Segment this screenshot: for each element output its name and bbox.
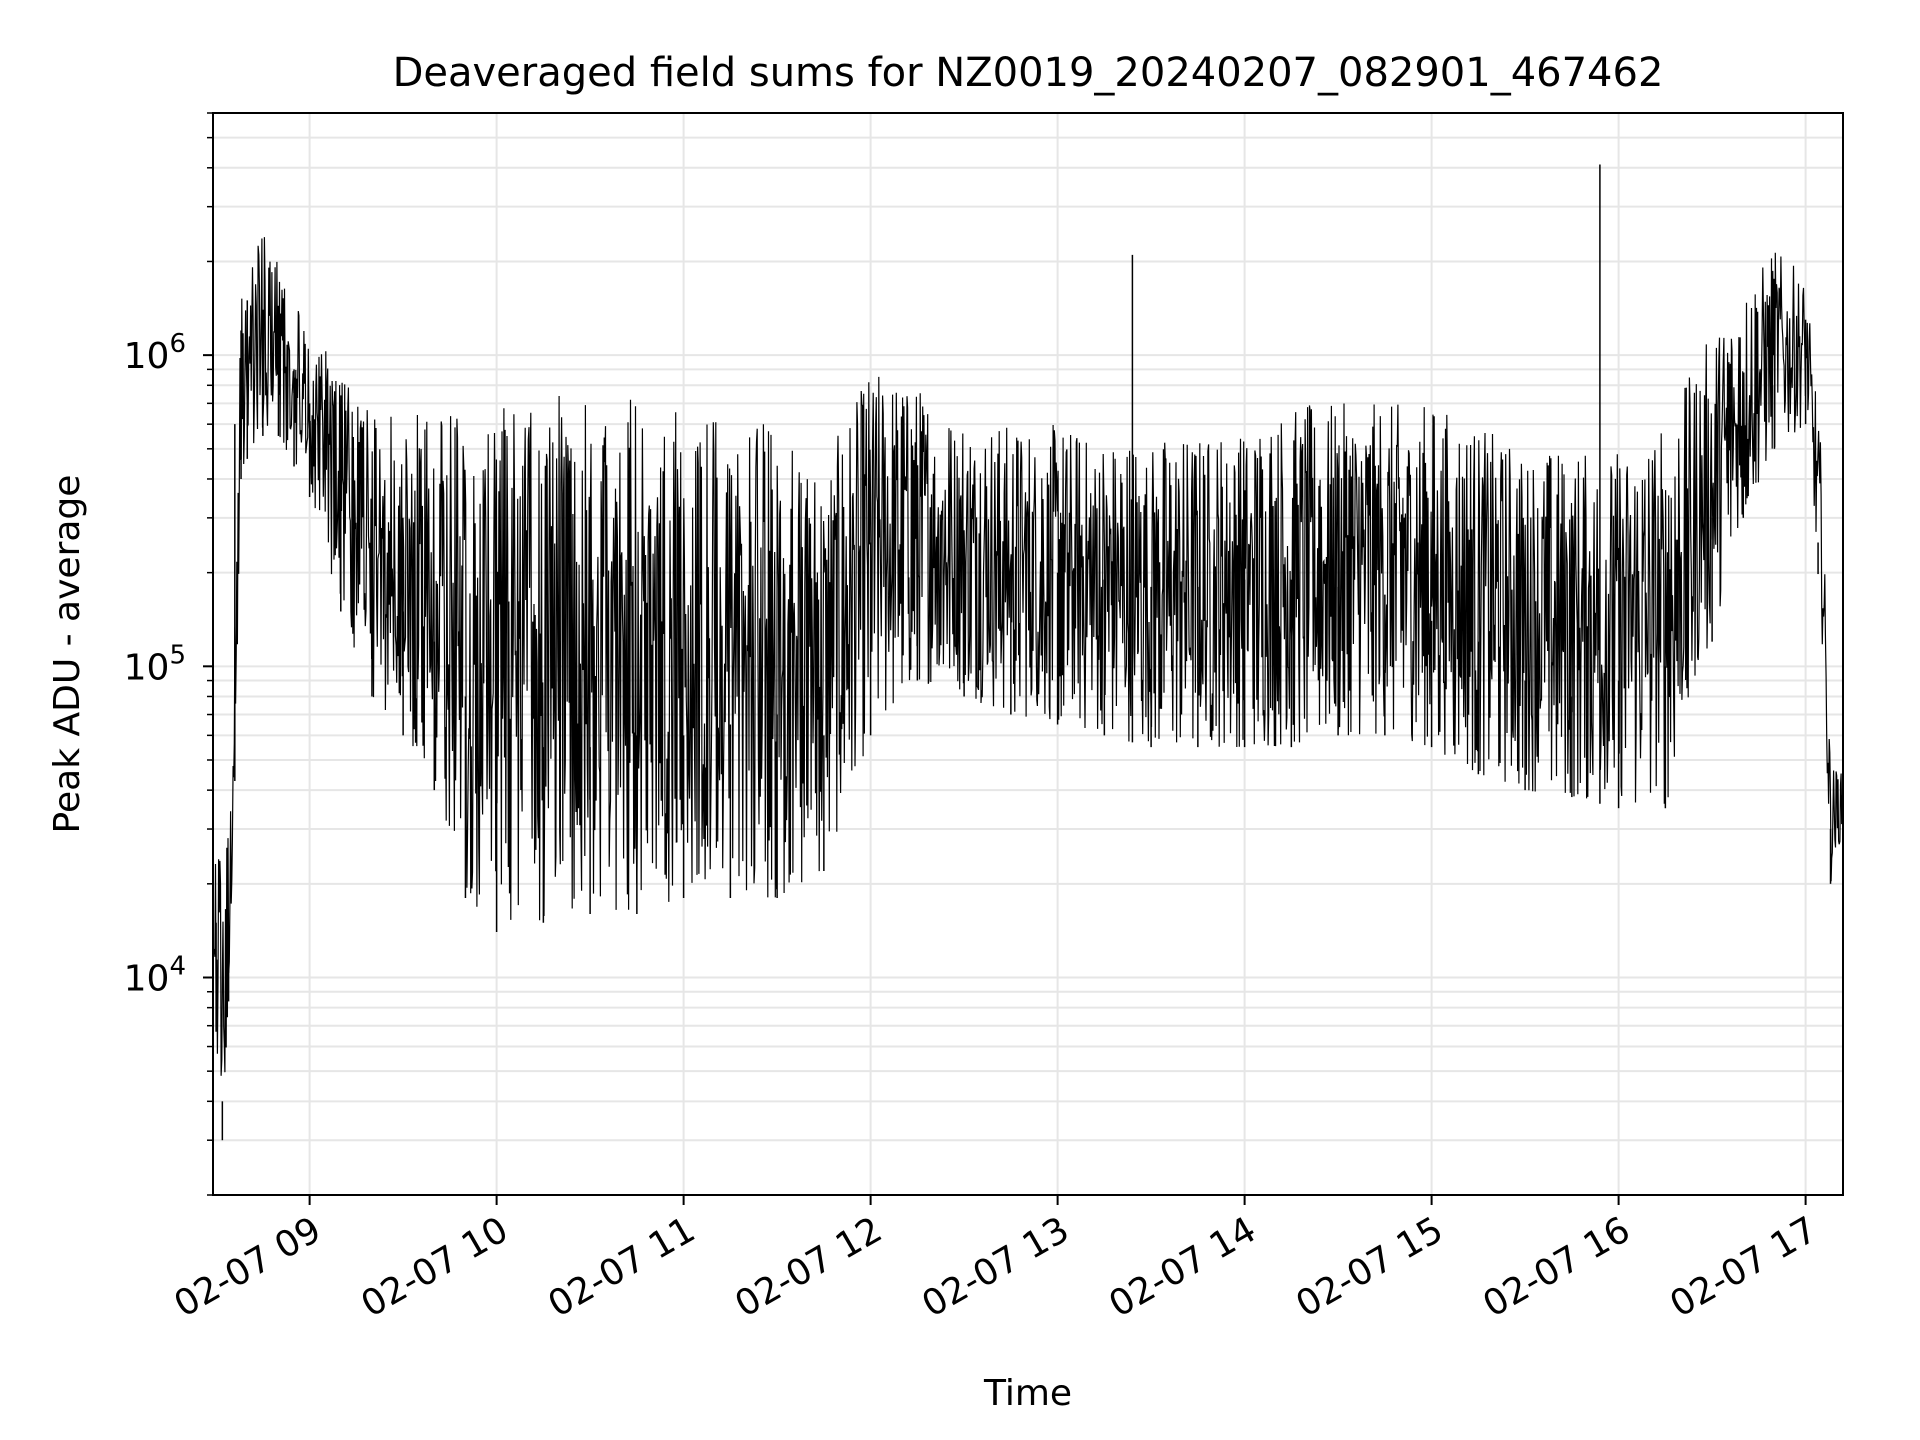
- x-axis-label: Time: [983, 1373, 1072, 1414]
- y-axis: 104 105 106: [124, 112, 213, 1196]
- y-tick-label: 105: [124, 640, 186, 688]
- y-tick-label: 106: [124, 329, 186, 377]
- plot-frame: [212, 112, 1844, 1196]
- chart-title: Deaveraged field sums for NZ0019_2024020…: [393, 50, 1664, 96]
- data-series: [212, 164, 1844, 1141]
- trace-line: [212, 237, 1844, 1076]
- y-tick-label: 104: [124, 951, 186, 999]
- y-axis-label: Peak ADU - average: [47, 475, 88, 834]
